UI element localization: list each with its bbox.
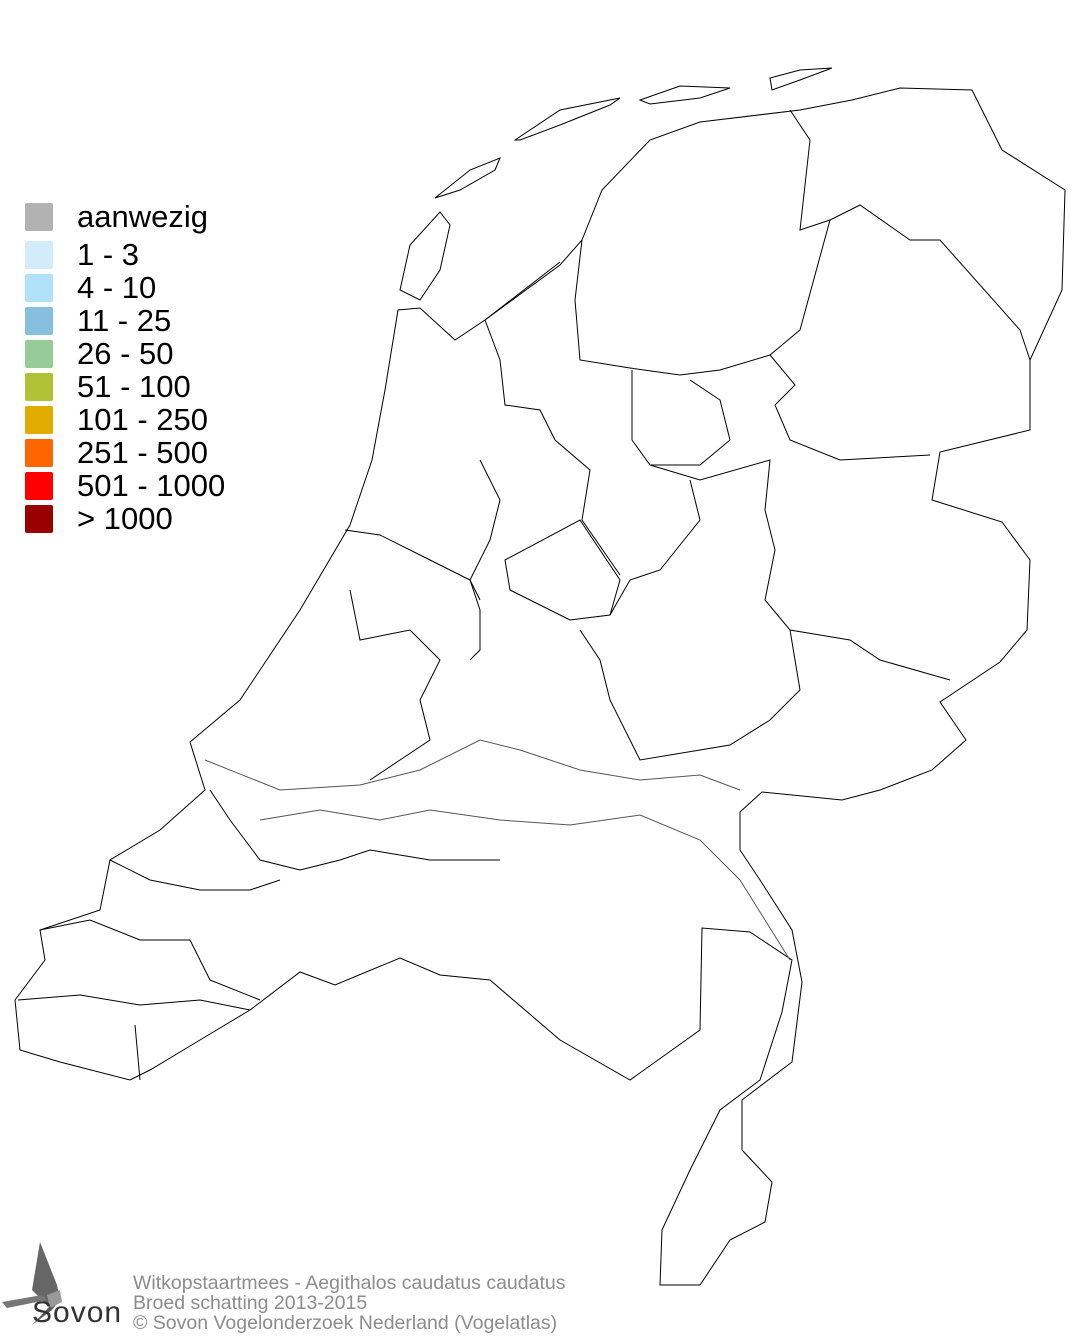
legend-swatch xyxy=(25,406,53,434)
province-border xyxy=(209,789,500,871)
legend-label: 51 - 100 xyxy=(77,369,191,404)
legend-item: aanwezig xyxy=(25,199,208,234)
province-border xyxy=(579,629,801,761)
legend-item: 4 - 10 xyxy=(25,270,157,305)
legend-swatch xyxy=(25,307,53,335)
province-border xyxy=(484,319,621,576)
swallow-icon xyxy=(2,1242,62,1325)
river-westerschelde xyxy=(17,994,251,1011)
logo-text: Sovon xyxy=(32,1296,123,1329)
province-border xyxy=(349,589,441,781)
copyright: © Sovon Vogelonderzoek Nederland (Vogela… xyxy=(133,1312,558,1334)
province-border xyxy=(504,519,621,621)
legend-item: 501 - 1000 xyxy=(25,468,226,503)
province-border xyxy=(769,354,931,461)
legend-label: 101 - 250 xyxy=(77,402,208,437)
legend-swatch xyxy=(25,439,53,467)
legend-item: 101 - 250 xyxy=(25,402,208,437)
province-border xyxy=(39,919,261,1001)
legend-label: 1 - 3 xyxy=(77,237,140,272)
province-border xyxy=(344,529,481,661)
legend-label: 4 - 10 xyxy=(77,270,157,305)
legend-item: 1 - 3 xyxy=(25,237,140,272)
island-terschelling xyxy=(513,97,621,141)
legend-swatch xyxy=(25,505,53,533)
legend-swatch xyxy=(25,274,53,302)
legend-item: 11 - 25 xyxy=(25,303,172,338)
province-border xyxy=(789,109,831,231)
legend-item: 26 - 50 xyxy=(25,336,174,371)
species-title: Witkopstaartmees - Aegithalos caudatus c… xyxy=(133,1272,566,1294)
legend-label: 251 - 500 xyxy=(77,435,208,470)
legend-swatch xyxy=(25,472,53,500)
legend-label: 11 - 25 xyxy=(77,303,172,338)
legend-swatch xyxy=(25,340,53,368)
survey-subtitle: Broed schatting 2013-2015 xyxy=(133,1292,368,1314)
legend-label: > 1000 xyxy=(77,501,173,536)
province-border xyxy=(109,859,281,891)
province-border xyxy=(649,459,951,681)
legend-label: 26 - 50 xyxy=(77,336,174,371)
island-ameland xyxy=(638,85,731,105)
province-border xyxy=(609,479,701,616)
island-texel xyxy=(399,211,451,301)
legend-label: aanwezig xyxy=(77,199,208,234)
legend-swatch xyxy=(25,373,53,401)
province-border xyxy=(631,370,731,466)
river-maas xyxy=(259,809,791,961)
legend-swatch xyxy=(25,241,53,269)
country-outline xyxy=(14,87,1066,1286)
island-schiermonnikoog xyxy=(769,67,833,91)
island-vlieland xyxy=(434,157,501,199)
river-rhine-waal xyxy=(204,739,741,791)
province-border xyxy=(574,204,1031,376)
legend-label: 501 - 1000 xyxy=(77,468,226,503)
sovon-logo: Sovon xyxy=(2,1240,122,1340)
legend-item: 251 - 500 xyxy=(25,435,208,470)
legend-item: 51 - 100 xyxy=(25,369,191,404)
legend-item: > 1000 xyxy=(25,501,173,536)
legend-swatch xyxy=(25,203,53,231)
afsluitdijk xyxy=(484,261,561,321)
province-border xyxy=(134,1024,141,1081)
province-border xyxy=(469,459,501,601)
map-caption: Witkopstaartmees - Aegithalos caudatus c… xyxy=(133,1273,566,1333)
